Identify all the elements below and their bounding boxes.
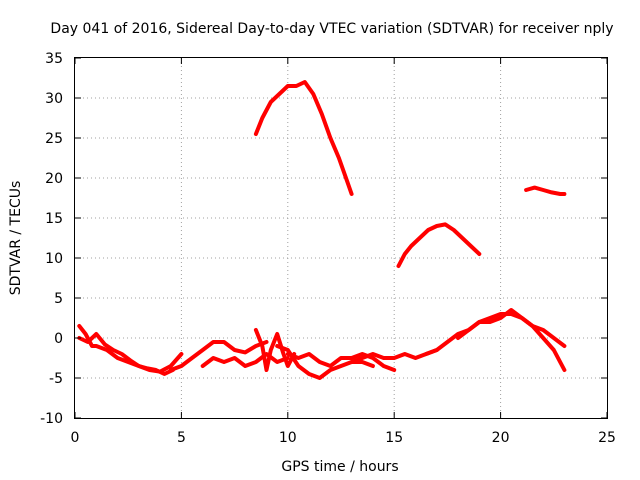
- y-tick-label: -10: [40, 411, 63, 427]
- x-tick-labels: 0 5 10 15 20 25: [71, 430, 616, 446]
- y-tick-label: 10: [45, 251, 63, 267]
- series-line-arc-7: [285, 352, 397, 372]
- series-line-arc-8: [349, 348, 439, 364]
- series-line-arc-9: [424, 312, 567, 356]
- x-tick-label: 0: [71, 430, 80, 446]
- series-layer: [77, 80, 567, 380]
- y-tick-label: 30: [45, 91, 63, 107]
- y-tick-label: -5: [49, 371, 63, 387]
- series-line-arc-11: [253, 80, 354, 196]
- y-tick-label: 0: [54, 331, 63, 347]
- y-tick-label: 25: [45, 131, 63, 147]
- y-axis-title: SDTVAR / TECUs: [8, 181, 24, 296]
- y-tick-labels: -10 -5 0 5 10 15 20 25 30 35: [40, 51, 63, 427]
- series-line-arc-4: [200, 352, 290, 368]
- series-line-arc-5: [253, 328, 297, 372]
- y-tick-label: 20: [45, 171, 63, 187]
- x-tick-label: 15: [385, 430, 403, 446]
- x-tick-label: 5: [177, 430, 186, 446]
- plot-frame: [74, 57, 608, 419]
- x-tick-label: 25: [598, 430, 616, 446]
- chart-title: Day 041 of 2016, Sidereal Day-to-day VTE…: [50, 21, 613, 37]
- series-line-arc-2: [77, 332, 175, 376]
- grid: [75, 58, 607, 418]
- x-axis-title: GPS time / hours: [281, 459, 398, 475]
- y-tick-label: 35: [45, 51, 63, 67]
- ticks: [74, 57, 608, 419]
- y-tick-label: 5: [54, 291, 63, 307]
- y-tick-label: 15: [45, 211, 63, 227]
- x-tick-label: 20: [492, 430, 510, 446]
- series-line-arc-12: [396, 222, 482, 268]
- series-line-arc-13: [524, 185, 567, 196]
- x-tick-label: 10: [279, 430, 297, 446]
- series-line-arc-3: [168, 340, 269, 372]
- series-line-arc-10: [456, 308, 567, 372]
